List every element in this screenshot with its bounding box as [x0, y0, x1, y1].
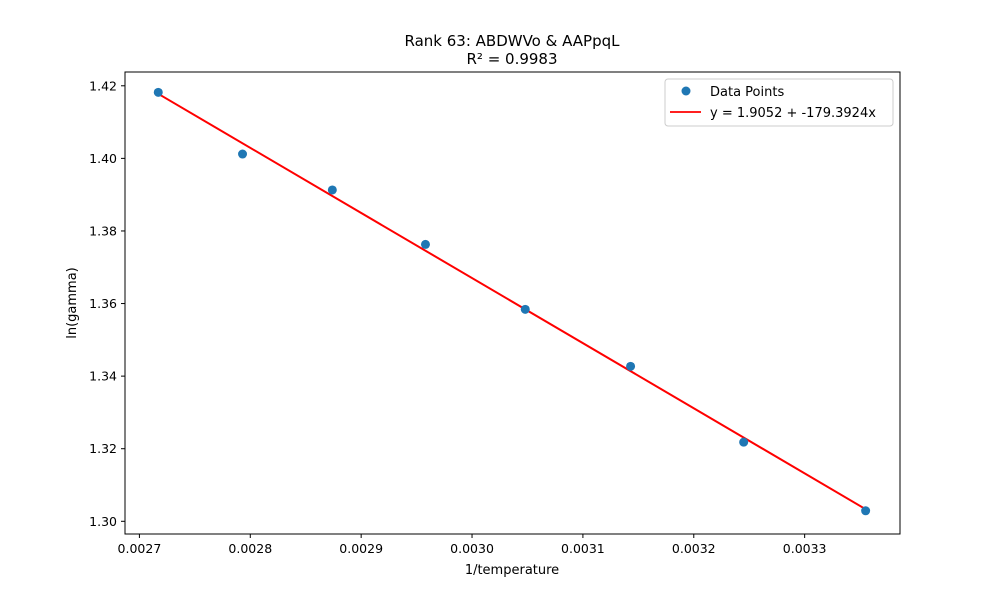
plot-area	[153, 87, 871, 516]
x-axis-label: 1/temperature	[465, 563, 559, 578]
x-tick-label: 0.0030	[450, 541, 494, 556]
y-tick-label: 1.40	[89, 151, 117, 166]
legend-label-fit-line: y = 1.9052 + -179.3924x	[710, 106, 876, 121]
data-point	[626, 361, 636, 371]
y-tick-label: 1.36	[89, 296, 117, 311]
legend-marker-data-points	[681, 86, 691, 96]
data-point	[420, 239, 430, 249]
y-tick-label: 1.42	[89, 78, 117, 93]
x-tick-label: 0.0029	[339, 541, 383, 556]
x-axis: 0.0027 0.0028 0.0029 0.0030 0.0031 0.0032 0.00…	[118, 534, 827, 556]
y-axis-label: ln(gamma)	[65, 267, 80, 339]
data-point	[520, 304, 530, 314]
legend-label-data-points: Data Points	[710, 85, 784, 100]
data-point	[238, 149, 248, 159]
axes-frame	[124, 71, 901, 535]
legend: Data Points y = 1.9052 + -179.3924x	[664, 78, 894, 127]
x-tick-label: 0.0033	[783, 541, 827, 556]
chart-title: Rank 63: ABDWVo & AAPpqL	[405, 32, 621, 50]
fit-line	[157, 92, 867, 511]
chart-subtitle: R² = 0.9983	[466, 50, 557, 68]
x-tick-label: 0.0031	[561, 541, 605, 556]
x-tick-label: 0.0027	[118, 541, 162, 556]
y-axis: 1.30 1.32 1.34 1.36 1.38 1.40 1.42	[89, 78, 125, 529]
data-point	[739, 437, 749, 447]
x-tick-label: 0.0028	[228, 541, 272, 556]
x-tick-label: 0.0032	[672, 541, 716, 556]
data-point	[861, 506, 871, 516]
legend-box	[664, 78, 894, 127]
y-tick-label: 1.38	[89, 223, 117, 238]
y-tick-label: 1.34	[89, 369, 117, 384]
y-tick-label: 1.32	[89, 441, 117, 456]
y-tick-label: 1.30	[89, 514, 117, 529]
data-point	[153, 87, 163, 97]
data-point	[327, 185, 337, 195]
